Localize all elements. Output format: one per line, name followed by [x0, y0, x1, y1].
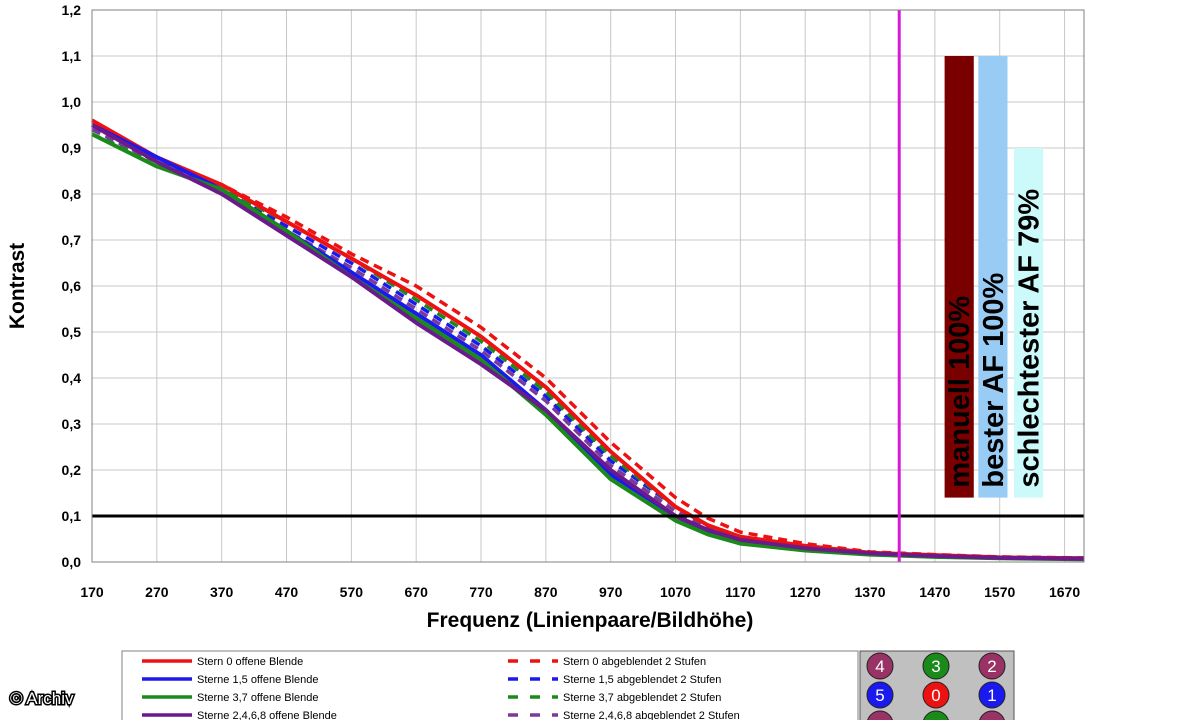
y-axis-label: Kontrast: [6, 243, 29, 329]
focus-bar: [1013, 148, 1044, 498]
position-badge: [923, 710, 949, 720]
focus-bar-label: schlechtester AF 79%: [1014, 189, 1046, 488]
x-tick-label: 770: [469, 584, 493, 600]
position-badge-label: 3: [931, 657, 940, 676]
y-tick-label: 1,2: [62, 2, 82, 18]
focus-bar: [944, 56, 974, 498]
series-line: [91, 123, 1085, 561]
x-tick-label: 870: [534, 584, 558, 600]
position-badge: [866, 652, 894, 680]
focus-bar-label: bester AF 100%: [978, 272, 1010, 487]
x-tick-label: 1070: [660, 584, 691, 600]
legend: Stern 0 offene Blende Sterne 1,5 offene B…: [121, 650, 859, 720]
reference-lines: [92, 10, 1084, 562]
credit-text: © Archiv: [10, 689, 74, 708]
position-badge: [922, 652, 950, 680]
position-badge-grid: 4 3 2 5 0 1: [859, 650, 1015, 720]
position-badge-label: 1: [987, 686, 996, 705]
position-badge: [978, 681, 1006, 709]
position-badge: [979, 710, 1005, 720]
y-tick-label: 0,8: [62, 186, 82, 202]
y-tick-label: 1,0: [62, 94, 82, 110]
position-badge-label: 2: [987, 657, 996, 676]
legend-label: Sterne 2,4,6,8 abgeblendet 2 Stufen: [563, 710, 740, 720]
legend-label: Sterne 1,5 offene Blende: [197, 674, 319, 686]
plot-frame: [91, 9, 1085, 563]
x-tick-label: 1470: [919, 584, 950, 600]
legend-label: Stern 0 abgeblendet 2 Stufen: [563, 656, 706, 668]
x-tick-labels: 170 270 370 470 570 670 770 870 970 1070 1170 1270 1…: [80, 584, 1080, 600]
x-tick-label: 370: [210, 584, 234, 600]
position-badge-label: 4: [875, 657, 884, 676]
y-tick-label: 0,0: [62, 554, 82, 570]
x-tick-label: 670: [405, 584, 429, 600]
x-tick-label: 470: [275, 584, 299, 600]
x-tick-label: 270: [145, 584, 169, 600]
y-tick-label: 1,1: [62, 48, 82, 64]
focus-bar: [978, 56, 1008, 498]
series-lines: [91, 118, 1085, 562]
y-tick-label: 0,3: [62, 416, 82, 432]
position-badge: [978, 652, 1006, 680]
x-axis-label: Frequenz (Linienpaare/Bildhöhe): [427, 609, 754, 632]
x-tick-label: 570: [340, 584, 364, 600]
y-tick-label: 0,9: [62, 140, 82, 156]
x-tick-label: 970: [599, 584, 623, 600]
legend-label: Sterne 3,7 offene Blende: [197, 692, 319, 704]
focus-bar-label: manuell 100%: [944, 296, 976, 488]
position-badge: [922, 681, 950, 709]
y-tick-label: 0,7: [62, 232, 82, 248]
x-tick-label: 1170: [725, 584, 756, 600]
y-tick-label: 0,1: [62, 508, 82, 524]
legend-label: Sterne 1,5 abgeblendet 2 Stufen: [563, 674, 721, 686]
x-tick-label: 1570: [984, 584, 1015, 600]
y-tick-label: 0,4: [62, 370, 82, 386]
y-tick-label: 0,5: [62, 324, 82, 340]
grid: [91, 9, 1084, 563]
legend-label: Sterne 2,4,6,8 offene Blende: [197, 710, 337, 720]
x-tick-label: 1270: [790, 584, 821, 600]
y-tick-label: 0,6: [62, 278, 82, 294]
legend-label: Stern 0 offene Blende: [197, 656, 303, 668]
position-badge: [867, 710, 893, 720]
x-tick-label: 1370: [854, 584, 885, 600]
position-badge-label: 0: [931, 686, 940, 705]
focus-bars: manuell 100% bester AF 100% schlechtester …: [944, 56, 1046, 498]
y-tick-labels: 0,0 0,1 0,2 0,3 0,4 0,5 0,6 0,7 0,8 0,9 1,0 1,1 1,2: [62, 2, 82, 570]
legend-label: Sterne 3,7 abgeblendet 2 Stufen: [563, 692, 721, 704]
position-badge-label: 5: [875, 686, 884, 705]
legend-box: [121, 650, 859, 720]
position-badge: [866, 681, 894, 709]
y-tick-label: 0,2: [62, 462, 82, 478]
x-tick-label: 170: [80, 584, 104, 600]
x-tick-label: 1670: [1049, 584, 1080, 600]
